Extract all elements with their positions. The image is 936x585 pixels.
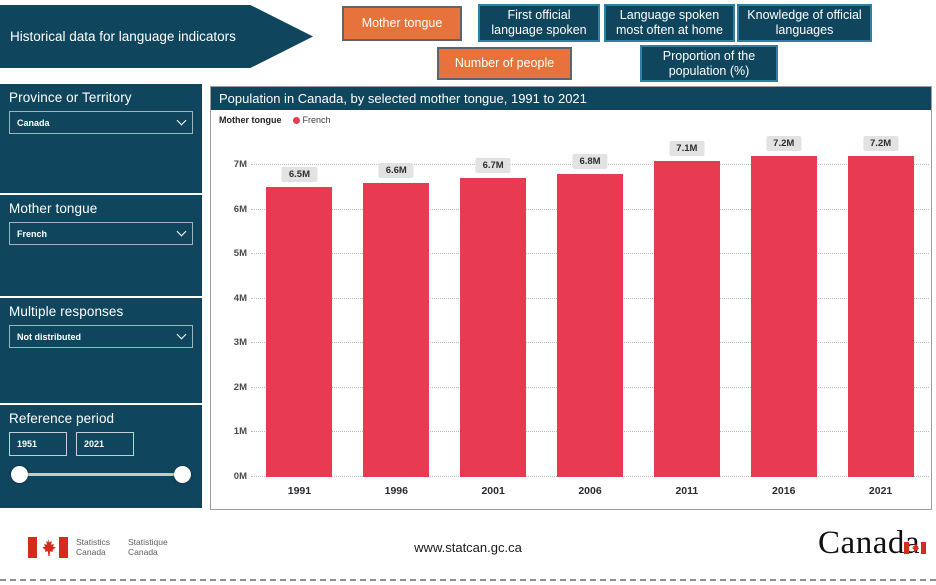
y-axis-tick-label: 3M	[233, 337, 247, 349]
y-axis-tick-label: 2M	[233, 381, 247, 393]
tab-label: First official language spoken	[491, 8, 587, 37]
page-title: Historical data for language indicators	[10, 29, 236, 44]
data-label-2006: 6.8M	[572, 153, 608, 169]
x-axis-tick-label: 2001	[481, 485, 505, 497]
filter-label: Province or Territory	[9, 90, 132, 105]
x-axis-tick-label: 2011	[675, 485, 699, 497]
statistics-canada-en-label: Statistics Canada	[76, 537, 111, 558]
y-axis-tick-label: 1M	[233, 426, 247, 438]
canada-wordmark-flag-icon	[904, 526, 926, 563]
x-axis-tick-label: 1996	[384, 485, 408, 497]
tab-knowledge-of-official-languages[interactable]: Knowledge of official languages	[737, 4, 872, 42]
reference-period-start-input[interactable]: 1951	[9, 432, 67, 456]
filter-label: Multiple responses	[9, 304, 124, 319]
wordmark-text: Canada	[818, 525, 920, 561]
tab-label: Knowledge of official languages	[747, 8, 862, 37]
x-axis-tick-label: 2016	[772, 485, 796, 497]
header-banner: Historical data for language indicators	[0, 5, 313, 68]
tab-label: Number of people	[454, 56, 555, 71]
bar-2011[interactable]	[653, 160, 720, 477]
legend-series-label: French	[302, 115, 331, 125]
data-label-2016: 7.2M	[766, 136, 802, 152]
chart-title: Population in Canada, by selected mother…	[211, 87, 931, 110]
page-bottom-dashed-divider	[0, 579, 936, 581]
bar-2001[interactable]	[460, 178, 527, 477]
statistics-canada-fr-label: Statistique Canada	[128, 537, 168, 558]
filter-label: Mother tongue	[9, 201, 98, 216]
filter-panel-province: Province or Territory Canada	[0, 84, 202, 193]
bar-column-2011: 7.1M 2011	[638, 139, 735, 497]
legend-series-dot-icon	[292, 116, 300, 124]
bar-1991[interactable]	[266, 187, 333, 477]
data-label-2021: 7.2M	[863, 136, 899, 152]
statcan-url: www.statcan.gc.ca	[414, 540, 522, 555]
y-axis-tick-label: 6M	[233, 203, 247, 215]
bar-column-2016: 7.2M 2016	[735, 136, 832, 497]
dropdown-value: Canada	[17, 117, 50, 128]
filter-panel-mother-tongue: Mother tongue French	[0, 195, 202, 296]
tab-number-of-people[interactable]: Number of people	[437, 47, 572, 80]
bar-column-2006: 6.8M 2006	[542, 139, 639, 497]
bar-column-1991: 6.5M 1991	[251, 139, 348, 497]
bar-1996[interactable]	[363, 182, 430, 477]
multiple-responses-dropdown[interactable]: Not distributed	[9, 325, 193, 348]
chart-legend: Mother tongue French	[219, 115, 331, 125]
y-axis-tick-label: 7M	[233, 159, 247, 170]
tab-label: Mother tongue	[361, 16, 443, 31]
bar-columns: 6.5M 1991 6.6M 1996 6.7M 2001 6.8M 2006 7.1M 2011…	[251, 136, 929, 497]
bar-2006[interactable]	[557, 173, 623, 477]
bar-column-1996: 6.6M 1996	[348, 139, 445, 497]
slider-handle-start[interactable]	[11, 466, 28, 483]
filter-panel-multiple-responses: Multiple responses Not distributed	[0, 298, 202, 403]
data-label-1996: 6.6M	[378, 162, 414, 178]
bar-column-2001: 6.7M 2001	[445, 139, 542, 497]
dropdown-value: French	[17, 228, 48, 239]
reference-period-end-input[interactable]: 2021	[76, 432, 134, 456]
tab-mother-tongue[interactable]: Mother tongue	[342, 6, 462, 41]
tab-proportion-of-population[interactable]: Proportion of the population (%)	[640, 45, 778, 82]
y-axis-tick-label: 0M	[233, 471, 247, 482]
tab-label: Proportion of the population (%)	[662, 48, 756, 78]
slider-track[interactable]	[19, 473, 183, 476]
chevron-down-icon	[176, 329, 187, 340]
x-axis-tick-label: 1991	[287, 485, 312, 497]
tab-language-spoken-most-often-at-home[interactable]: Language spoken most often at home	[604, 4, 735, 42]
x-axis-tick-label: 2006	[578, 485, 602, 497]
bar-chart-plot-area: 0M 1M 2M 3M 4M 5M 6M 7M 6.5M 1991 6.6M 1996 6.7M 2001…	[234, 136, 929, 497]
mother-tongue-dropdown[interactable]: French	[9, 222, 193, 245]
tab-label: Language spoken most often at home	[615, 8, 723, 37]
chart-panel: Population in Canada, by selected mother…	[210, 86, 932, 510]
canada-wordmark: Canada	[818, 525, 926, 562]
filter-label: Reference period	[9, 411, 115, 426]
data-label-2011: 7.1M	[669, 140, 705, 156]
province-dropdown[interactable]: Canada	[9, 111, 193, 134]
statistics-canada-flag-icon	[28, 537, 68, 563]
reference-period-slider[interactable]	[11, 464, 191, 486]
bar-2016[interactable]	[750, 156, 817, 477]
bar-2021[interactable]	[847, 156, 914, 477]
slider-handle-end[interactable]	[174, 466, 191, 483]
data-label-2001: 6.7M	[475, 158, 511, 174]
data-label-1991: 6.5M	[281, 167, 317, 183]
y-axis-tick-label: 4M	[233, 292, 247, 304]
x-axis-tick-label: 2021	[868, 485, 893, 497]
chevron-down-icon	[176, 226, 187, 237]
tab-first-official-language-spoken[interactable]: First official language spoken	[478, 4, 600, 42]
legend-title: Mother tongue	[219, 115, 282, 125]
bar-column-2021: 7.2M 2021	[832, 136, 929, 497]
dropdown-value: Not distributed	[17, 331, 81, 342]
filter-panel-reference-period: Reference period 1951 2021	[0, 405, 202, 508]
chevron-down-icon	[176, 115, 187, 126]
y-axis-tick-label: 5M	[233, 248, 247, 260]
